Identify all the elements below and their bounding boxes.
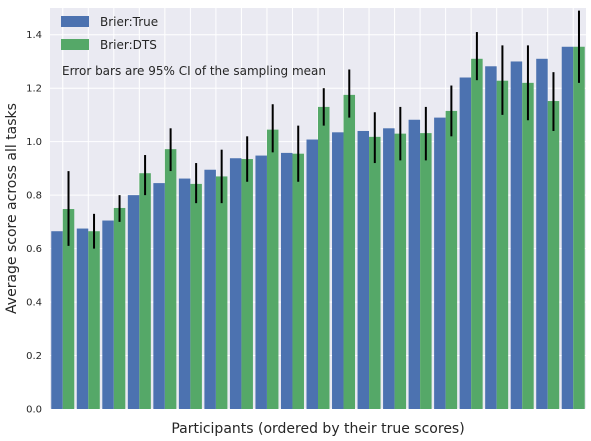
bar-brier-true bbox=[76, 228, 89, 409]
error-bars bbox=[67, 10, 580, 249]
bar-brier-dts bbox=[215, 176, 228, 409]
bar-brier-true bbox=[332, 132, 344, 409]
y-tick-label: 0.2 bbox=[26, 351, 42, 362]
bar-brier-dts bbox=[445, 110, 458, 409]
bar-brier-dts bbox=[113, 207, 126, 409]
bar-brier-dts bbox=[471, 58, 483, 409]
bar-brier-true bbox=[153, 183, 165, 409]
bar-brier-true bbox=[127, 195, 140, 409]
y-tick-label: 1.2 bbox=[26, 84, 42, 95]
bar-brier-dts bbox=[62, 209, 75, 409]
bar-brier-true bbox=[408, 119, 421, 409]
bar-brier-true bbox=[102, 220, 114, 409]
y-tick-label: 0.8 bbox=[26, 191, 42, 202]
bar-brier-true bbox=[459, 77, 472, 410]
bar-brier-dts bbox=[139, 173, 151, 409]
bar-brier-dts bbox=[164, 149, 177, 410]
bar-brier-dts bbox=[420, 133, 432, 409]
x-axis-label: Participants (ordered by their true scor… bbox=[171, 421, 464, 437]
bar-brier-true bbox=[280, 152, 293, 410]
bar-brier-true bbox=[178, 178, 191, 409]
legend-swatch-brier-true bbox=[61, 16, 89, 27]
bar-brier-true bbox=[383, 128, 395, 410]
bar-brier-true bbox=[485, 66, 497, 410]
bar-brier-dts bbox=[241, 159, 253, 409]
bar-brier-dts bbox=[292, 153, 304, 409]
bar-brier-dts bbox=[496, 80, 509, 410]
y-tick-label: 0.0 bbox=[26, 405, 42, 416]
bar-brier-true bbox=[229, 158, 242, 409]
bar-brier-true bbox=[255, 155, 267, 409]
bar-brier-true bbox=[561, 46, 574, 409]
legend-label-brier-true: Brier:True bbox=[100, 15, 158, 29]
y-ticks: 0.0 0.2 0.4 0.6 0.8 1.0 1.2 1.4 bbox=[26, 30, 42, 415]
y-tick-label: 0.6 bbox=[26, 244, 42, 255]
bar-brier-dts bbox=[343, 94, 356, 409]
legend: Brier:True Brier:DTS bbox=[61, 15, 158, 52]
bars bbox=[51, 46, 585, 410]
bar-brier-dts bbox=[266, 129, 279, 410]
legend-label-brier-dts: Brier:DTS bbox=[100, 38, 157, 52]
bar-brier-true bbox=[204, 169, 216, 409]
legend-swatch-brier-dts bbox=[61, 39, 89, 50]
y-axis-label: Average score across all tasks bbox=[4, 103, 20, 314]
bar-brier-dts bbox=[88, 231, 100, 409]
bar-brier-true bbox=[357, 130, 370, 409]
chart-annotation: Error bars are 95% CI of the sampling me… bbox=[62, 64, 326, 78]
bar-brier-dts bbox=[547, 101, 560, 410]
bar-brier-true bbox=[434, 117, 446, 410]
bar-brier-dts bbox=[573, 46, 585, 409]
bar-brier-true bbox=[306, 139, 318, 409]
bar-brier-dts bbox=[318, 106, 330, 409]
y-tick-label: 1.0 bbox=[26, 137, 42, 148]
bar-brier-true bbox=[536, 58, 548, 409]
y-tick-label: 1.4 bbox=[26, 30, 42, 41]
bar-brier-true bbox=[51, 231, 63, 409]
bar-brier-dts bbox=[190, 183, 202, 409]
bar-brier-true bbox=[510, 61, 523, 409]
bar-brier-dts bbox=[394, 133, 407, 409]
bar-brier-dts bbox=[522, 82, 534, 409]
y-tick-label: 0.4 bbox=[26, 298, 42, 309]
bar-brier-dts bbox=[369, 136, 381, 409]
